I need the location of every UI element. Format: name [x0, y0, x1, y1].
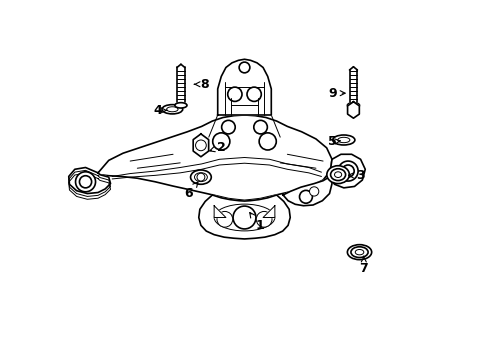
Polygon shape	[69, 167, 110, 194]
Circle shape	[259, 133, 276, 150]
Polygon shape	[329, 154, 365, 188]
Circle shape	[246, 87, 261, 102]
Text: 5: 5	[327, 135, 340, 148]
Polygon shape	[217, 59, 271, 115]
Circle shape	[239, 62, 249, 73]
Ellipse shape	[334, 172, 341, 177]
Text: 2: 2	[209, 141, 225, 154]
Polygon shape	[193, 134, 208, 157]
Circle shape	[80, 176, 91, 188]
Text: 8: 8	[194, 78, 208, 91]
Text: 6: 6	[183, 182, 198, 200]
Polygon shape	[214, 206, 225, 217]
Polygon shape	[198, 195, 290, 239]
Ellipse shape	[194, 173, 207, 181]
Circle shape	[256, 211, 271, 227]
Circle shape	[341, 165, 353, 177]
Ellipse shape	[162, 105, 183, 114]
Text: 4: 4	[153, 104, 167, 117]
Text: 3: 3	[348, 169, 364, 182]
Ellipse shape	[214, 204, 274, 231]
Ellipse shape	[175, 103, 186, 108]
Text: 7: 7	[359, 256, 367, 275]
Ellipse shape	[330, 169, 345, 180]
Circle shape	[212, 133, 229, 150]
Ellipse shape	[354, 249, 363, 255]
Circle shape	[337, 161, 357, 181]
Ellipse shape	[346, 103, 359, 108]
Circle shape	[253, 120, 267, 134]
Circle shape	[227, 87, 242, 102]
Text: 9: 9	[327, 87, 345, 100]
Ellipse shape	[350, 247, 367, 257]
Ellipse shape	[326, 166, 348, 184]
Circle shape	[221, 120, 235, 134]
Circle shape	[195, 140, 206, 151]
Polygon shape	[263, 206, 274, 217]
Circle shape	[233, 206, 255, 229]
Ellipse shape	[346, 245, 371, 260]
Circle shape	[217, 211, 232, 227]
Circle shape	[309, 187, 318, 196]
Circle shape	[197, 173, 204, 181]
Circle shape	[299, 190, 312, 203]
Ellipse shape	[190, 170, 211, 184]
Ellipse shape	[332, 135, 354, 145]
Ellipse shape	[166, 107, 178, 112]
Polygon shape	[98, 115, 331, 201]
Polygon shape	[283, 176, 331, 206]
Ellipse shape	[337, 137, 349, 143]
Text: 1: 1	[249, 212, 264, 232]
Circle shape	[75, 172, 95, 192]
Polygon shape	[347, 102, 359, 118]
